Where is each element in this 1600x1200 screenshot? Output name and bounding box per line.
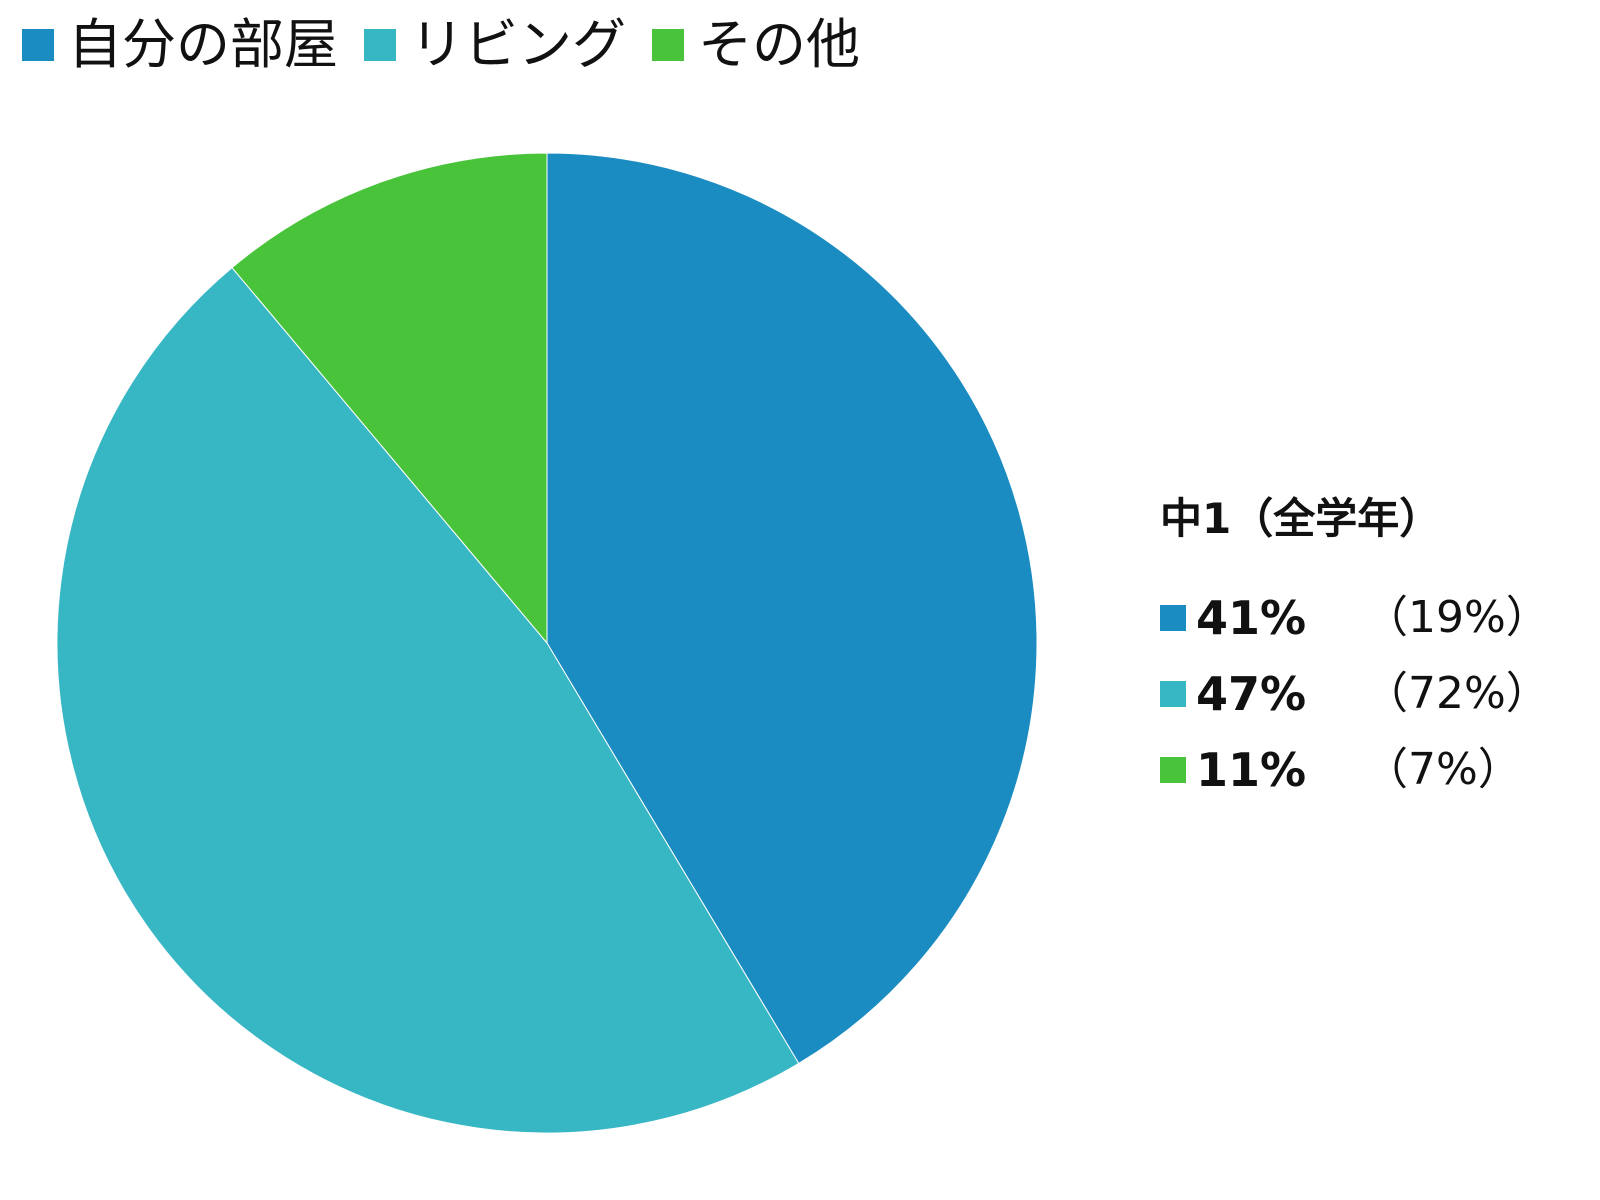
legend-swatch-living-room: [364, 29, 396, 61]
summary-panel: 中1（全学年） 41% （19%） 47% （72%） 11% （7%）: [1160, 498, 1580, 816]
pie-slice-own-room: [546, 152, 1038, 1065]
pie-slice-living-room: [56, 266, 800, 1134]
summary-compare-living-room: （72%）: [1364, 668, 1550, 719]
summary-row-living-room: 47% （72%）: [1160, 664, 1580, 724]
summary-main-own-room: 41%: [1196, 591, 1307, 645]
summary-swatch-other: [1160, 757, 1186, 783]
summary-row-other: 11% （7%）: [1160, 740, 1580, 800]
legend-swatch-own-room: [22, 29, 54, 61]
pie-slice-other: [231, 152, 548, 645]
summary-compare-other: （7%）: [1364, 744, 1522, 795]
summary-title: 中1（全学年）: [1160, 494, 1442, 543]
legend-item-other: その他: [652, 18, 860, 72]
legend-swatch-other: [652, 29, 684, 61]
legend-item-living-room: リビング: [364, 18, 626, 72]
summary-compare-own-room: （19%）: [1364, 592, 1550, 643]
legend-label-other: その他: [698, 13, 860, 76]
summary-swatch-living-room: [1160, 681, 1186, 707]
summary-row-own-room: 41% （19%）: [1160, 588, 1580, 648]
pie-slices: [56, 152, 1038, 1134]
summary-swatch-own-room: [1160, 605, 1186, 631]
chart-legend: 自分の部屋 リビング その他: [22, 18, 860, 72]
legend-item-own-room: 自分の部屋: [22, 18, 338, 72]
legend-label-own-room: 自分の部屋: [68, 13, 338, 76]
summary-main-other: 11%: [1196, 743, 1307, 797]
summary-main-living-room: 47%: [1196, 667, 1307, 721]
legend-label-living-room: リビング: [410, 13, 626, 76]
